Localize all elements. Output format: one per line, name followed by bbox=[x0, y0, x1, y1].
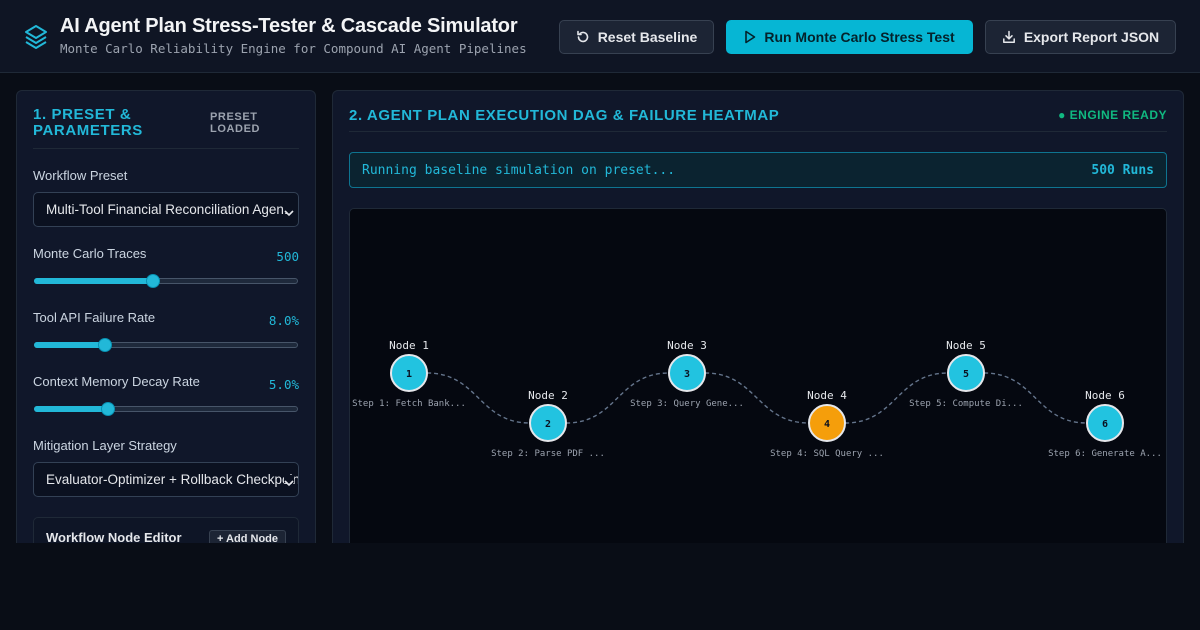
simulation-status-bar: Running baseline simulation on preset...… bbox=[349, 152, 1167, 188]
dag-node-2[interactable]: Node 2 2 Step 2: Parse PDF ... bbox=[491, 389, 605, 459]
dag-canvas: Node 1 1 Step 1: Fetch Bank... Node 2 2 Step … bbox=[349, 208, 1167, 559]
dag-node-number: 6 bbox=[1102, 419, 1108, 430]
dag-node-circle[interactable] bbox=[808, 404, 846, 442]
engine-status-badge: ● ENGINE READY bbox=[1058, 108, 1167, 122]
run-stress-test-button[interactable]: Run Monte Carlo Stress Test bbox=[726, 20, 973, 54]
reset-baseline-label: Reset Baseline bbox=[597, 29, 698, 45]
tool-failure-rate-value: 8.0% bbox=[268, 313, 299, 328]
dag-panel: 2. AGENT PLAN EXECUTION DAG & FAILURE HE… bbox=[332, 90, 1184, 560]
chevron-down-icon bbox=[284, 475, 294, 487]
monte-carlo-traces-label: Monte Carlo Traces bbox=[33, 246, 147, 261]
memory-decay-rate-value: 5.0% bbox=[268, 377, 299, 392]
dag-edge bbox=[426, 372, 531, 424]
dag-node-label: Node 6 bbox=[1085, 389, 1125, 402]
simulation-runs-count: 500 Runs bbox=[1091, 163, 1154, 178]
simulation-status-text: Running baseline simulation on preset... bbox=[362, 163, 676, 178]
tool-failure-rate-slider[interactable] bbox=[34, 338, 298, 352]
parameters-panel: 1. PRESET & PARAMETERS PRESET LOADED Wor… bbox=[16, 90, 316, 560]
layers-icon bbox=[25, 25, 47, 49]
mitigation-strategy-select[interactable]: Evaluator-Optimizer + Rollback Checkpoin… bbox=[33, 462, 299, 497]
mitigation-strategy-label: Mitigation Layer Strategy bbox=[33, 438, 177, 453]
dag-edge bbox=[565, 372, 670, 424]
preset-status-badge: PRESET LOADED bbox=[210, 111, 261, 135]
dag-node-circle[interactable] bbox=[668, 354, 706, 392]
reset-baseline-button[interactable]: Reset Baseline bbox=[559, 20, 714, 54]
dag-node-description: Step 4: SQL Query ... bbox=[770, 449, 884, 459]
dag-edge bbox=[704, 372, 810, 424]
dag-node-circle[interactable] bbox=[529, 404, 567, 442]
slider-thumb[interactable] bbox=[100, 402, 115, 416]
workflow-preset-select[interactable]: Multi-Tool Financial Reconciliation Agen… bbox=[33, 192, 299, 227]
dag-edge bbox=[983, 372, 1088, 424]
workflow-preset-label: Workflow Preset bbox=[33, 168, 128, 183]
workflow-preset-value: Multi-Tool Financial Reconciliation Agen… bbox=[46, 202, 288, 217]
dag-node-description: Step 2: Parse PDF ... bbox=[491, 449, 605, 459]
dag-node-description: Step 6: Generate A... bbox=[1048, 449, 1162, 459]
slider-thumb[interactable] bbox=[98, 338, 113, 352]
panel-divider bbox=[33, 148, 299, 149]
slider-thumb[interactable] bbox=[145, 274, 160, 288]
dag-node-3[interactable]: Node 3 3 Step 3: Query Gene... bbox=[630, 339, 744, 409]
monte-carlo-traces-value: 500 bbox=[276, 249, 299, 264]
dag-node-description: Step 1: Fetch Bank... bbox=[352, 399, 466, 409]
dag-node-number: 1 bbox=[406, 369, 412, 380]
app-header: AI Agent Plan Stress-Tester & Cascade Si… bbox=[0, 0, 1200, 73]
panel-divider bbox=[349, 131, 1167, 132]
run-stress-test-label: Run Monte Carlo Stress Test bbox=[764, 29, 955, 45]
monte-carlo-traces-slider[interactable] bbox=[34, 274, 298, 288]
dag-node-number: 2 bbox=[545, 419, 551, 430]
dag-node-label: Node 2 bbox=[528, 389, 568, 402]
tool-failure-rate-label: Tool API Failure Rate bbox=[33, 310, 156, 325]
dag-node-5[interactable]: Node 5 5 Step 5: Compute Di... bbox=[909, 339, 1023, 409]
export-report-button[interactable]: Export Report JSON bbox=[985, 20, 1176, 54]
node-editor-title: Workflow Node Editor bbox=[46, 530, 182, 545]
dag-node-1[interactable]: Node 1 1 Step 1: Fetch Bank... bbox=[352, 339, 466, 409]
dag-node-4[interactable]: Node 4 4 Step 4: SQL Query ... bbox=[770, 389, 884, 459]
dag-node-label: Node 1 bbox=[389, 339, 429, 352]
app-title: AI Agent Plan Stress-Tester & Cascade Si… bbox=[60, 15, 518, 37]
dag-node-description: Step 5: Compute Di... bbox=[909, 399, 1023, 409]
dag-node-number: 3 bbox=[684, 369, 690, 380]
dag-graph: Node 1 1 Step 1: Fetch Bank... Node 2 2 Step … bbox=[352, 339, 1162, 459]
dag-node-6[interactable]: Node 6 6 Step 6: Generate A... bbox=[1048, 389, 1162, 459]
dag-node-number: 5 bbox=[963, 369, 969, 380]
dag-node-label: Node 3 bbox=[667, 339, 707, 352]
mitigation-strategy-value: Evaluator-Optimizer + Rollback Checkpoin… bbox=[46, 472, 299, 487]
slider-fill bbox=[34, 278, 153, 284]
rotate-ccw-icon bbox=[576, 30, 588, 43]
dag-edge bbox=[844, 372, 949, 424]
app-subtitle: Monte Carlo Reliability Engine for Compo… bbox=[60, 41, 527, 56]
parameters-panel-title: 1. PRESET & PARAMETERS bbox=[33, 106, 143, 139]
export-report-label: Export Report JSON bbox=[1023, 29, 1160, 45]
chevron-down-icon bbox=[284, 205, 294, 217]
dag-node-number: 4 bbox=[824, 419, 830, 430]
memory-decay-rate-label: Context Memory Decay Rate bbox=[33, 374, 200, 389]
memory-decay-rate-slider[interactable] bbox=[34, 402, 298, 416]
dag-node-circle[interactable] bbox=[390, 354, 428, 392]
play-icon bbox=[745, 30, 756, 44]
dag-panel-title: 2. AGENT PLAN EXECUTION DAG & FAILURE HE… bbox=[349, 107, 780, 124]
download-icon bbox=[1002, 30, 1015, 43]
dag-node-label: Node 5 bbox=[946, 339, 986, 352]
slider-fill bbox=[34, 342, 106, 348]
workflow-node-editor: Workflow Node Editor + Add Node bbox=[33, 517, 299, 559]
dag-node-description: Step 3: Query Gene... bbox=[630, 399, 744, 409]
dag-node-circle[interactable] bbox=[947, 354, 985, 392]
slider-fill bbox=[34, 406, 108, 412]
dag-node-label: Node 4 bbox=[807, 389, 847, 402]
dag-node-circle[interactable] bbox=[1086, 404, 1124, 442]
page-background bbox=[0, 543, 1200, 630]
